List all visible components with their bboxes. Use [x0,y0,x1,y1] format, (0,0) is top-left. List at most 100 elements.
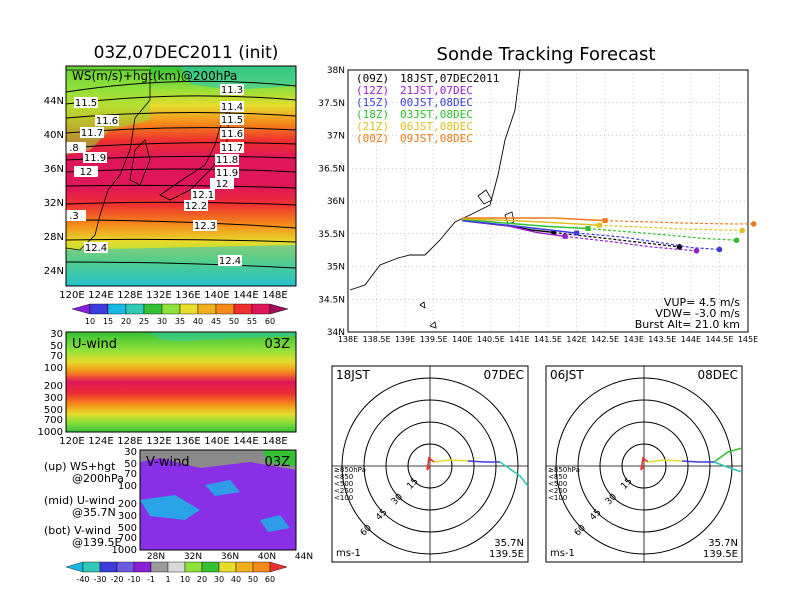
launch-jst: 00JST,08DEC [400,96,473,109]
contour-label: 12 [74,166,98,178]
u-pressure-label: 30 [50,329,63,340]
tracking-lat-label: 36N [327,197,345,207]
hodo-lon: 139.5E [703,549,738,560]
ws-colorbar-swatch [125,303,145,315]
contour-label: 11.5 [74,97,98,109]
contour-label-bg [220,114,244,125]
contour-label-text: 11.6 [221,129,243,140]
map-lon-label: 120E [59,290,84,301]
panel-notes: (up) WS+hgt @200hPa (mid) U-wind @35.7N … [44,460,124,549]
tracking-lon-label: 143.5E [648,335,676,344]
tracking-lon-label: 144E [681,335,701,344]
hodo-trace-upper [713,447,743,463]
tracks [462,217,757,254]
map-lon-label: 140E [204,290,229,301]
v-colorbar-swatch [150,561,169,573]
v-pressure-label: 200 [118,499,137,510]
contour-label-text: 11.7 [81,128,103,139]
u-lon-label: 140E [204,436,229,447]
contour-label-text: 11.3 [221,85,243,96]
tracking-lon-label: 144.5E [705,335,733,344]
map-lat-labels: 44N 40N 36N 32N 28N 24N [44,96,64,277]
v-pressure-label: 100 [118,481,137,492]
param-vdw: VDW= -3.0 m/s [655,307,740,320]
v-colorbar-swatch [218,561,237,573]
tracking-lat-label: 34N [327,328,345,338]
tracking-title: Sonde Tracking Forecast [437,44,656,65]
hodo-unit: ms-1 [550,548,575,559]
contour-label-text: 12.1 [192,190,214,201]
ws-colorbar-swatch [89,303,109,315]
v-pressure-label: 30 [124,447,137,458]
v-lat-label: 44N [295,552,313,562]
tracking-lon-label: 140E [452,335,472,344]
ws-map-panel: 11.311.411.511.611.711.811.91212.112.212… [44,65,297,326]
landing-marker [750,221,757,227]
tracking-lon-label: 142.5E [591,335,619,344]
ws-colorbar-label: 25 [139,317,149,326]
tracking-lat-label: 34.5N [318,295,345,305]
v-colorbar-swatch [269,561,288,573]
note-mid-1: (mid) U-wind [44,494,115,507]
contour-label-bg [191,189,215,200]
contour-label-bg [74,97,98,108]
contour-label-bg [74,166,98,177]
ws-colorbar-swatch [197,303,217,315]
ws-colorbar-swatch [179,303,199,315]
contour-label: 11.9 [83,152,107,164]
contour-label: 12.3 [193,220,217,232]
tracking-lon-label: 138E [338,335,358,344]
v-colorbar-label: -10 [127,575,140,584]
v-pressure-label: 1000 [112,545,137,556]
hodo-date: 08DEC [698,368,738,382]
map-lon-label: 148E [262,290,287,301]
landing-marker [733,237,740,244]
u-pressure-label: 200 [44,381,63,392]
launch-legend: (09Z) 18JST,07DEC2011 (12Z) 21JST,07DEC (15Z… [356,72,499,145]
v-wind-time: 03Z [265,455,291,470]
tracking-lon-label: 142E [566,335,586,344]
ws-colorbar-label: 15 [103,317,113,326]
contour-label: 11.8 [215,154,239,166]
hodo-level-label: <250 [334,487,353,495]
v-colorbar-label: 50 [248,575,258,584]
contour-label-bg [220,128,244,139]
note-bot-1: (bot) V-wind [44,524,111,537]
contour-label-text: 11.9 [84,153,106,164]
burst-marker [585,226,591,232]
u-pressure-label: 300 [44,393,63,404]
contour-label: 12.2 [184,200,208,212]
ws-map-frame [65,65,297,287]
v-colorbar-label: 20 [197,575,207,584]
v-colorbar-label: -1 [147,575,155,584]
map-lat-label: 32N [44,198,64,209]
map-lon-label: 128E [117,290,142,301]
contour-label: 12 [210,178,234,190]
hodo-trace [647,459,683,463]
v-colorbar-label: 40 [231,575,241,584]
v-colorbar-label: 1 [165,575,170,584]
contour-label-bg [215,167,239,178]
contour-label-bg [210,178,234,189]
launch-jst: 09JST,08DEC [400,132,473,145]
hodo-trace [433,459,469,463]
contour-label-text: 12 [216,179,229,190]
map-lon-label: 124E [88,290,113,301]
ws-field-low-ne [180,66,296,90]
v-pressure-label: 500 [118,523,137,534]
hodo-trace [640,456,649,471]
ws-map-label: WS(m/s)+hgt(km)@200hPa [72,69,237,83]
tracking-lon-label: 139E [395,335,415,344]
tracking-lon-label: 141E [509,335,529,344]
tracking-lat-label: 35.5N [318,230,345,240]
contour-label-bg [215,154,239,165]
hodo-unit: ms-1 [336,548,361,559]
u-lon-label: 148E [262,436,287,447]
u-pressure-label: 100 [44,363,63,374]
hodo-lon: 139.5E [489,549,524,560]
map-lon-labels: 120E 124E 128E 132E 136E 140E 144E 148E [59,290,287,301]
map-lat-label: 24N [44,266,64,277]
hodo-time: 18JST [336,368,370,382]
